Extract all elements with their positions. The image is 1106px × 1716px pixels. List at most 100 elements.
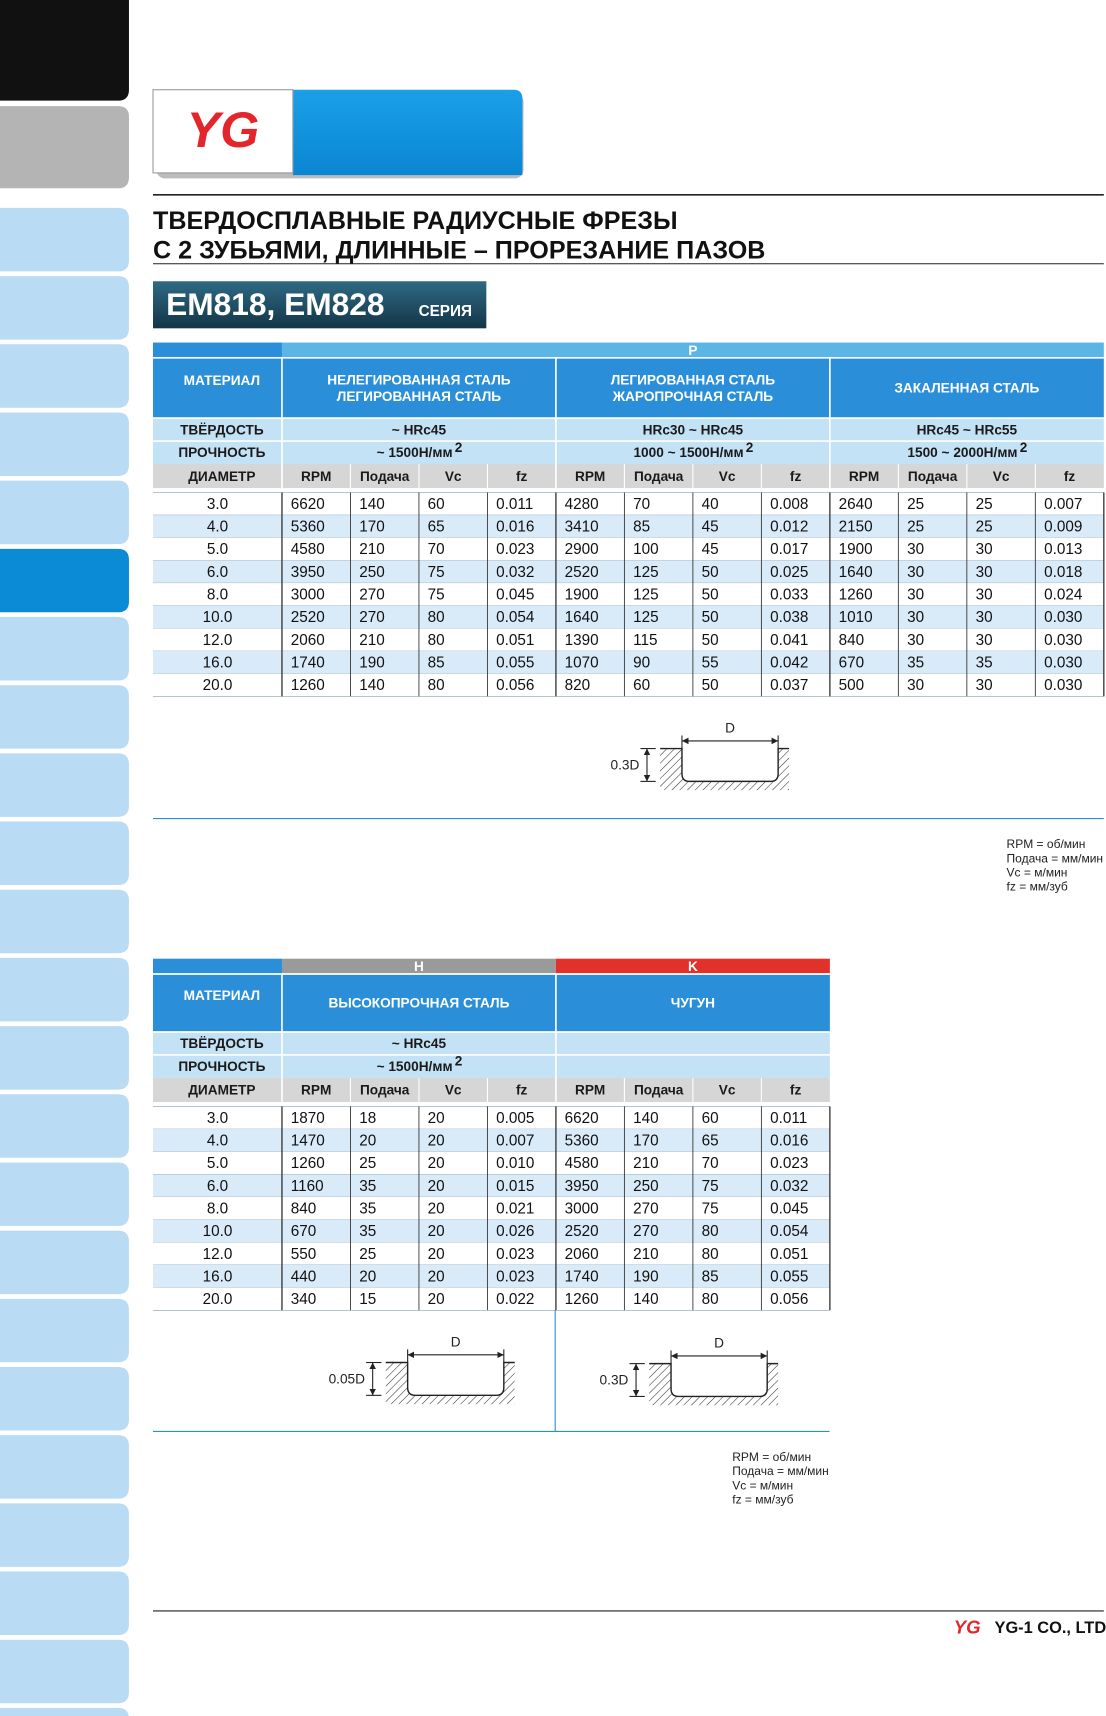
cell-value: 0.054: [496, 609, 535, 626]
cell-value: 30: [976, 609, 993, 626]
sidebar-tab: [0, 1230, 129, 1295]
cell-value: 3950: [291, 564, 325, 581]
column-header: RPM: [575, 469, 605, 484]
group-header: [281, 342, 1104, 358]
cell-value: 190: [633, 1268, 659, 1285]
cell-value: 670: [291, 1223, 317, 1240]
cell-value: 500: [839, 677, 865, 694]
material-name: НЕЛЕГИРОВАННАЯ СТАЛЬ: [327, 372, 510, 387]
cell-value: 0.007: [496, 1133, 534, 1150]
sidebar-tab: [0, 106, 129, 189]
hardness: HRc30 ~ HRc45: [643, 422, 744, 437]
cell-value: 1470: [291, 1133, 325, 1150]
cell-value: 20: [359, 1133, 376, 1150]
cell-value: 5360: [291, 519, 325, 536]
cell-value: 0.030: [1044, 609, 1082, 626]
sidebar-tab: [0, 821, 129, 886]
cell-value: 2640: [839, 496, 873, 513]
width-label: D: [714, 1336, 724, 1351]
slot-hatch: [649, 1363, 779, 1406]
cell-value: 0.009: [1044, 519, 1082, 536]
sidebar: [0, 0, 129, 1716]
strength: ~ 1500Н/мм: [377, 1059, 453, 1074]
column-header: Подача: [360, 469, 410, 484]
cell-value: 170: [633, 1133, 659, 1150]
diameter: 6.0: [207, 564, 228, 581]
cell-value: 140: [359, 677, 385, 694]
cell-value: 0.024: [1044, 587, 1083, 604]
cell-value: 140: [633, 1291, 659, 1308]
cell-value: 75: [702, 1201, 719, 1218]
cell-value: 0.056: [770, 1291, 808, 1308]
header-cell: [153, 342, 282, 419]
cell-value: 18: [359, 1110, 376, 1127]
column-header: RPM: [849, 469, 879, 484]
cell-value: 0.023: [496, 1268, 534, 1285]
cell-value: 0.038: [770, 609, 808, 626]
cell-value: 3000: [565, 1201, 599, 1218]
cell-value: 0.011: [496, 496, 533, 513]
table-row: [153, 605, 1104, 629]
cell-value: 3410: [565, 519, 599, 536]
sidebar-tab: [0, 1639, 129, 1704]
cell-value: 80: [702, 1223, 719, 1240]
cell-value: 0.030: [1044, 655, 1082, 672]
cell-value: 60: [702, 1110, 719, 1127]
cell-value: 2900: [565, 541, 599, 558]
cell-value: 50: [702, 564, 719, 581]
cell-value: 2060: [291, 632, 325, 649]
table-row: [153, 1287, 830, 1311]
slot-outline: [385, 1361, 515, 1397]
cell-value: 2520: [565, 564, 599, 581]
cell-value: 45: [702, 541, 719, 558]
cell-value: 0.037: [770, 677, 808, 694]
table-row: [153, 1106, 830, 1130]
cell-value: 40: [702, 496, 719, 513]
cell-value: 1870: [291, 1110, 325, 1127]
cell-value: 20: [428, 1155, 445, 1172]
cell-value: 75: [702, 1178, 719, 1195]
hardness: ~ HRc45: [392, 1036, 447, 1051]
sidebar-tab: [0, 685, 129, 749]
diameter: 16.0: [203, 1268, 233, 1285]
cell-value: 30: [907, 541, 924, 558]
depth-label: 0.3D: [610, 758, 639, 773]
cell-value: 0.012: [770, 519, 808, 536]
sidebar-tab: [0, 0, 129, 101]
legend-line: Vc = м/мин: [1007, 865, 1068, 879]
row-label: ДИАМЕТР: [188, 1083, 255, 1098]
legend-line: Подача = мм/мин: [1007, 851, 1104, 865]
sidebar-tab: [0, 1162, 129, 1226]
cell-value: 30: [907, 677, 924, 694]
cell-value: 0.018: [1044, 564, 1082, 581]
diameter: 16.0: [203, 655, 233, 672]
cell-value: 75: [428, 587, 445, 604]
cell-value: 270: [359, 609, 385, 626]
cell-value: 15: [359, 1291, 376, 1308]
cell-value: 270: [359, 587, 385, 604]
row-label: МАТЕРИАЛ: [184, 373, 260, 388]
cell-value: 1740: [291, 655, 325, 672]
cell-value: 30: [907, 564, 924, 581]
table-row: [153, 673, 1104, 697]
sidebar-tab: [0, 344, 129, 408]
depth-label: 0.3D: [600, 1373, 629, 1388]
cell-value: 20: [428, 1268, 445, 1285]
cell-value: 30: [907, 609, 924, 626]
diameter: 12.0: [203, 632, 233, 649]
cell-value: 75: [428, 564, 445, 581]
cell-value: 70: [428, 541, 445, 558]
cell-value: 35: [359, 1201, 376, 1218]
cell-value: 70: [633, 496, 650, 513]
cell-value: 80: [428, 632, 445, 649]
cell-value: 0.055: [496, 655, 534, 672]
cell-value: 140: [359, 496, 385, 513]
cell-value: 270: [633, 1223, 659, 1240]
cell-value: 840: [291, 1201, 317, 1218]
cell-value: 440: [291, 1268, 317, 1285]
table-row: [153, 1151, 830, 1175]
cell-value: 0.005: [496, 1110, 534, 1127]
strength: 1000 ~ 1500Н/мм: [633, 445, 743, 460]
cell-value: 840: [839, 632, 865, 649]
cell-value: 210: [359, 541, 385, 558]
